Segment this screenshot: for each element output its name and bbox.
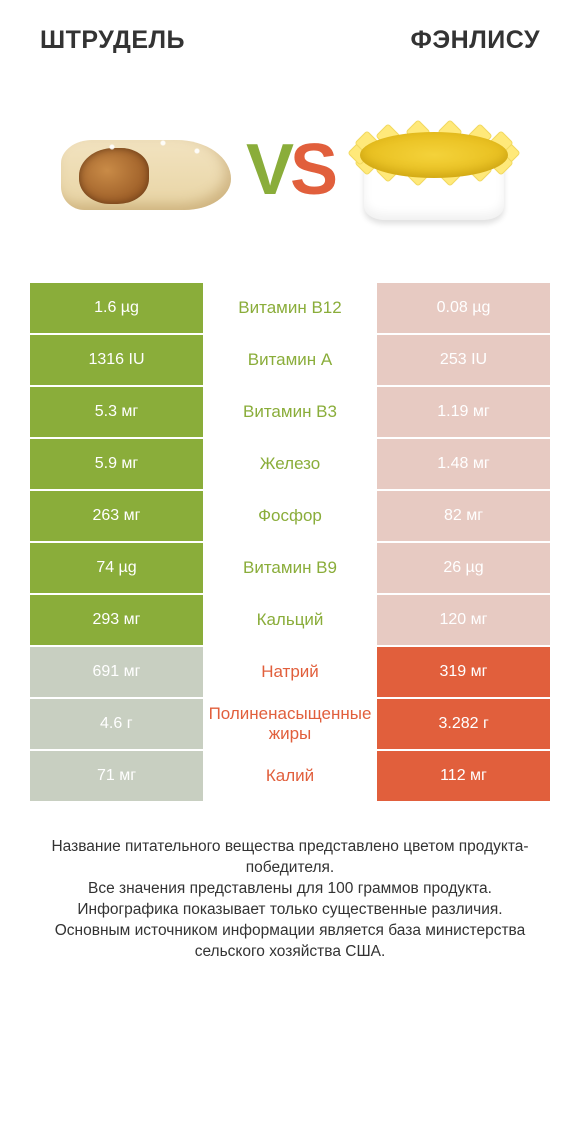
footer-line: Название питательного вещества представл… — [30, 837, 550, 879]
nutrient-label: Калий — [205, 751, 375, 801]
nutrient-label: Железо — [205, 439, 375, 489]
left-value: 1316 IU — [30, 335, 205, 385]
vs-label: VS — [246, 129, 334, 211]
nutrient-label: Витамин B3 — [205, 387, 375, 437]
right-value: 1.19 мг — [375, 387, 550, 437]
left-value: 74 µg — [30, 543, 205, 593]
header: ШТРУДЕЛЬ ФЭНЛИСУ — [0, 0, 580, 65]
right-product-title: ФЭНЛИСУ — [411, 26, 540, 55]
table-row: 71 мгКалий112 мг — [30, 751, 550, 803]
table-row: 691 мгНатрий319 мг — [30, 647, 550, 699]
right-value: 26 µg — [375, 543, 550, 593]
right-value: 1.48 мг — [375, 439, 550, 489]
nutrient-label: Витамин B9 — [205, 543, 375, 593]
right-value: 120 мг — [375, 595, 550, 645]
right-value: 112 мг — [375, 751, 550, 801]
table-row: 74 µgВитамин B926 µg — [30, 543, 550, 595]
nutrient-label: Витамин A — [205, 335, 375, 385]
vs-v: V — [246, 130, 290, 210]
right-value: 253 IU — [375, 335, 550, 385]
left-value: 293 мг — [30, 595, 205, 645]
nutrient-label: Полиненасыщенные жиры — [205, 699, 376, 749]
footer-line: Основным источником информации является … — [30, 921, 550, 963]
table-row: 1316 IUВитамин A253 IU — [30, 335, 550, 387]
comparison-table: 1.6 µgВитамин B120.08 µg1316 IUВитамин A… — [30, 283, 550, 803]
strudel-icon — [61, 120, 231, 220]
left-value: 4.6 г — [30, 699, 205, 749]
right-value: 319 мг — [375, 647, 550, 697]
table-row: 263 мгФосфор82 мг — [30, 491, 550, 543]
cake-icon — [354, 110, 514, 230]
table-row: 293 мгКальций120 мг — [30, 595, 550, 647]
left-value: 691 мг — [30, 647, 205, 697]
left-product-image — [46, 85, 246, 255]
right-product-image — [334, 85, 534, 255]
footer-note: Название питательного вещества представл… — [30, 837, 550, 963]
nutrient-label: Кальций — [205, 595, 375, 645]
footer-line: Все значения представлены для 100 граммо… — [30, 879, 550, 900]
left-value: 5.9 мг — [30, 439, 205, 489]
nutrient-label: Фосфор — [205, 491, 375, 541]
right-value: 82 мг — [375, 491, 550, 541]
table-row: 5.9 мгЖелезо1.48 мг — [30, 439, 550, 491]
left-value: 5.3 мг — [30, 387, 205, 437]
left-product-title: ШТРУДЕЛЬ — [40, 26, 185, 55]
left-value: 1.6 µg — [30, 283, 205, 333]
right-value: 0.08 µg — [375, 283, 550, 333]
table-row: 4.6 гПолиненасыщенные жиры3.282 г — [30, 699, 550, 751]
right-value: 3.282 г — [375, 699, 550, 749]
table-row: 1.6 µgВитамин B120.08 µg — [30, 283, 550, 335]
nutrient-label: Натрий — [205, 647, 375, 697]
left-value: 71 мг — [30, 751, 205, 801]
table-row: 5.3 мгВитамин B31.19 мг — [30, 387, 550, 439]
hero: VS — [0, 65, 580, 275]
footer-line: Инфографика показывает только существенн… — [30, 900, 550, 921]
nutrient-label: Витамин B12 — [205, 283, 375, 333]
left-value: 263 мг — [30, 491, 205, 541]
vs-s: S — [290, 130, 334, 210]
